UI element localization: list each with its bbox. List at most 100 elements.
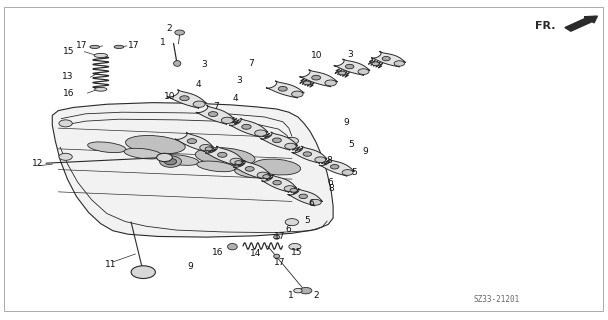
Ellipse shape [124,148,162,159]
Ellipse shape [161,155,199,165]
Polygon shape [167,90,207,108]
Circle shape [303,81,311,85]
Circle shape [278,86,287,91]
Circle shape [345,64,354,69]
Polygon shape [288,188,323,206]
Polygon shape [319,159,354,176]
Circle shape [382,57,390,61]
Circle shape [205,147,212,151]
Text: 3: 3 [201,60,207,69]
Circle shape [300,287,312,294]
Circle shape [157,153,172,162]
Circle shape [193,101,205,108]
Text: 17: 17 [274,232,285,241]
Circle shape [263,175,270,179]
Text: 12: 12 [32,159,44,168]
Ellipse shape [274,254,280,258]
Circle shape [285,137,299,144]
Ellipse shape [173,60,181,66]
Text: 6: 6 [285,225,291,234]
Circle shape [257,172,269,178]
Ellipse shape [289,244,301,250]
Circle shape [330,164,339,169]
FancyArrow shape [565,16,598,31]
Text: 10: 10 [311,51,323,60]
Text: 2: 2 [313,291,319,300]
Ellipse shape [95,87,107,91]
Polygon shape [205,146,244,165]
Text: 6: 6 [309,199,314,208]
Circle shape [284,186,295,191]
Circle shape [315,157,326,163]
Circle shape [245,166,254,171]
Circle shape [174,30,184,35]
Polygon shape [175,132,213,152]
Polygon shape [299,70,337,87]
Circle shape [235,161,242,164]
Text: 14: 14 [250,249,261,258]
Text: 11: 11 [105,260,117,269]
Text: 7: 7 [213,102,219,111]
Text: 1: 1 [288,291,294,300]
Text: 9: 9 [362,147,368,156]
Text: 8: 8 [328,184,334,193]
Text: 9: 9 [187,262,193,271]
Ellipse shape [88,142,126,153]
Ellipse shape [125,135,185,154]
Circle shape [294,288,302,293]
Polygon shape [52,103,333,237]
Text: 17: 17 [128,41,140,51]
Circle shape [325,80,336,86]
Text: 5: 5 [305,216,310,225]
Polygon shape [260,132,297,150]
Text: FR.: FR. [534,21,555,31]
Text: 17: 17 [274,258,285,267]
Polygon shape [266,81,304,98]
Circle shape [242,124,251,129]
Circle shape [342,170,353,175]
Circle shape [160,156,181,167]
Circle shape [372,62,379,66]
Circle shape [230,158,242,164]
Circle shape [285,143,296,149]
Text: 3: 3 [237,76,242,85]
Text: 9: 9 [344,118,349,127]
Text: 4: 4 [233,94,238,103]
Text: 15: 15 [291,248,302,257]
Text: 6: 6 [327,179,333,188]
Circle shape [180,96,189,101]
Circle shape [272,138,282,143]
Polygon shape [292,146,327,163]
Circle shape [209,112,218,116]
Text: 5: 5 [348,140,354,149]
Ellipse shape [227,244,237,250]
Text: 8: 8 [326,156,332,165]
Text: 2: 2 [166,24,171,33]
Text: SZ33-21201: SZ33-21201 [474,295,520,304]
Ellipse shape [253,159,300,175]
Circle shape [255,130,267,136]
Circle shape [358,69,369,75]
Text: 13: 13 [62,72,74,81]
Circle shape [59,120,72,127]
Polygon shape [334,59,370,75]
Circle shape [312,75,320,80]
Circle shape [285,219,299,226]
Polygon shape [196,106,235,124]
Circle shape [339,71,346,75]
Circle shape [59,153,72,160]
Ellipse shape [274,235,280,239]
Ellipse shape [195,148,255,166]
Circle shape [221,117,233,124]
Text: 15: 15 [63,47,75,56]
Text: 3: 3 [348,50,353,59]
Text: 16: 16 [212,248,224,257]
Circle shape [394,61,404,66]
Ellipse shape [114,45,124,49]
Circle shape [292,91,303,97]
Circle shape [187,139,196,144]
Ellipse shape [197,161,235,172]
Circle shape [310,199,321,205]
Polygon shape [233,161,270,179]
Ellipse shape [94,53,108,58]
